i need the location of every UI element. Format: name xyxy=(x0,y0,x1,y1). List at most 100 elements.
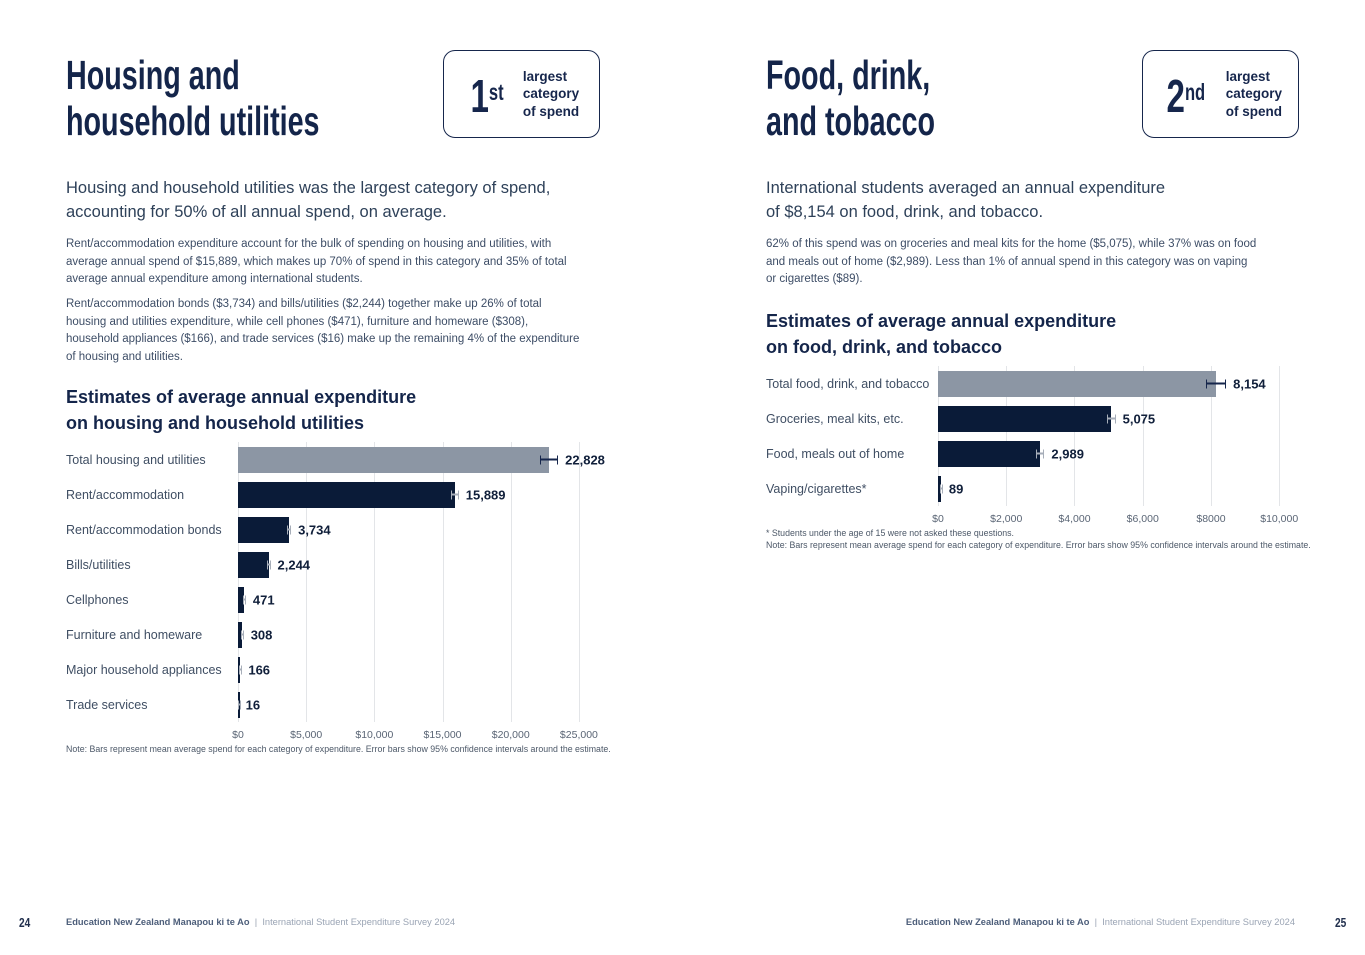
axis-tick-label: $10,000 xyxy=(1260,513,1299,525)
chart-gridlines xyxy=(938,366,1298,506)
page-number: 24 xyxy=(19,915,31,930)
rank-number: 2nd xyxy=(1166,69,1206,122)
bar xyxy=(238,656,241,683)
bar-value: 89 xyxy=(948,481,964,496)
bar-track: 471 xyxy=(238,586,598,613)
body-paragraph: Rent/accommodation bonds ($3,734) and bi… xyxy=(66,298,580,363)
rank-number: 1st xyxy=(470,69,504,122)
bar-value: 5,075 xyxy=(1122,411,1156,426)
chart-rows: Total housing and utilities 22,828 Rent/ac… xyxy=(66,442,605,722)
footer-brand: Education New Zealand Manapou ki te Ao xyxy=(905,917,1090,927)
page-number: 25 xyxy=(1335,915,1347,930)
bar-label: Furniture and homeware xyxy=(66,627,203,642)
bar-label: Vaping/cigarettes* xyxy=(766,481,867,496)
rank-suffix: st xyxy=(488,79,504,106)
bar-track: 15,889 xyxy=(238,481,598,508)
rank-badge-label: largest category of spend xyxy=(522,68,580,119)
chart-note: * Students under the age of 15 were not … xyxy=(766,528,1311,550)
rank-badge-1st: 1st largest category of spend xyxy=(443,50,600,138)
bar-label: Bills/utilities xyxy=(66,557,131,572)
bar-value: 3,734 xyxy=(298,522,331,537)
gridline xyxy=(238,442,239,722)
gridline xyxy=(1142,366,1144,506)
bar xyxy=(938,370,1217,397)
gridline xyxy=(442,442,444,722)
intro-text: International students averaged an annua… xyxy=(766,179,1166,221)
footer: Education New Zealand Manapou ki te Ao |… xyxy=(906,917,1295,927)
bar-row: Trade services 16 xyxy=(66,687,598,722)
axis-tick-label: $25,000 xyxy=(559,729,598,741)
bar xyxy=(238,481,455,508)
gridline xyxy=(1210,366,1212,506)
error-bar xyxy=(1106,414,1116,423)
bar-row: Total housing and utilities 22,828 xyxy=(66,442,605,477)
footer-survey: International Student Expenditure Survey… xyxy=(1102,917,1295,927)
error-bar xyxy=(450,490,459,499)
intro-text: Housing and household utilities was the … xyxy=(66,179,551,221)
gridline xyxy=(374,442,376,722)
bar-track: 5,075 xyxy=(938,405,1298,432)
bar-label: Food, meals out of home xyxy=(766,446,905,461)
chart-title: Estimates of average annual expenditure … xyxy=(66,387,417,433)
bar-label: Groceries, meal kits, etc. xyxy=(766,411,904,426)
bar-row: Vaping/cigarettes* 89 xyxy=(766,471,1298,506)
bar xyxy=(238,621,243,648)
bar-value: 471 xyxy=(252,592,275,607)
bar-row: Bills/utilities 2,244 xyxy=(66,547,598,582)
error-bar xyxy=(238,700,241,709)
bar-value: 2,989 xyxy=(1051,446,1084,461)
bar xyxy=(938,405,1112,432)
body-paragraph: Rent/accommodation expenditure account f… xyxy=(66,238,567,285)
gridline xyxy=(1006,366,1008,506)
footer: Education New Zealand Manapou ki te Ao |… xyxy=(66,917,455,927)
bar-label: Cellphones xyxy=(66,592,129,607)
gridline xyxy=(510,442,512,722)
bar-row: Rent/accommodation bonds 3,734 xyxy=(66,512,598,547)
footer-survey: International Student Expenditure Survey… xyxy=(262,917,456,927)
error-bar xyxy=(286,525,292,534)
gridline xyxy=(938,366,939,506)
rank-suffix: nd xyxy=(1184,79,1206,106)
footer-brand: Education New Zealand Manapou ki te Ao xyxy=(66,917,250,927)
axis-tick-label: $0 xyxy=(932,513,944,525)
bar-label: Major household appliances xyxy=(66,662,222,677)
error-bar xyxy=(242,595,246,604)
housing-expenditure-chart: Total housing and utilities 22,828 Rent/ac… xyxy=(66,442,605,742)
footer-divider: | xyxy=(1089,917,1103,927)
page-title-food: Food, drink, and tobacco xyxy=(766,52,936,144)
axis-tick-label: $2,000 xyxy=(990,513,1023,525)
bar-label: Total housing and utilities xyxy=(66,452,206,467)
rank-badge-label: largest category of spend xyxy=(1225,68,1282,119)
footer-divider: | xyxy=(249,917,263,927)
bar-track: 2,989 xyxy=(938,440,1298,467)
bar-track: 8,154 xyxy=(938,370,1298,397)
axis-tick-label: $5,000 xyxy=(290,729,323,741)
axis-tick-label: $20,000 xyxy=(491,729,530,741)
bar-value: 8,154 xyxy=(1233,376,1266,391)
bar-value: 166 xyxy=(248,662,271,677)
bar-row: Cellphones 471 xyxy=(66,582,598,617)
error-bar xyxy=(1035,449,1045,458)
bar-row: Total food, drink, and tobacco 8,154 xyxy=(766,366,1298,401)
bar xyxy=(938,475,942,502)
axis-tick-label: $15,000 xyxy=(423,729,462,741)
bar-value: 308 xyxy=(250,627,273,642)
bar-label: Rent/accommodation xyxy=(66,487,185,502)
axis-tick-label: $8000 xyxy=(1196,513,1226,525)
x-axis: $0 $2,000 $4,000 $6,000 $8000 $10,000 xyxy=(932,513,1299,526)
gridline xyxy=(578,442,580,722)
error-bar xyxy=(540,455,559,464)
bar-value: 22,828 xyxy=(565,452,605,467)
error-bar xyxy=(1206,379,1227,388)
bar xyxy=(238,516,289,543)
axis-tick-label: $4,000 xyxy=(1058,513,1091,525)
axis-tick-label: $0 xyxy=(232,729,244,741)
bar-track: 89 xyxy=(938,475,1298,502)
food-expenditure-chart: Total food, drink, and tobacco 8,154 Groce… xyxy=(766,366,1298,526)
chart-note: Note: Bars represent mean average spend … xyxy=(66,744,611,754)
error-bar xyxy=(239,665,243,674)
bar-row: Rent/accommodation 15,889 xyxy=(66,477,598,512)
body-paragraph: 62% of this spend was on groceries and m… xyxy=(766,238,1257,285)
bar-track: 166 xyxy=(238,656,598,683)
